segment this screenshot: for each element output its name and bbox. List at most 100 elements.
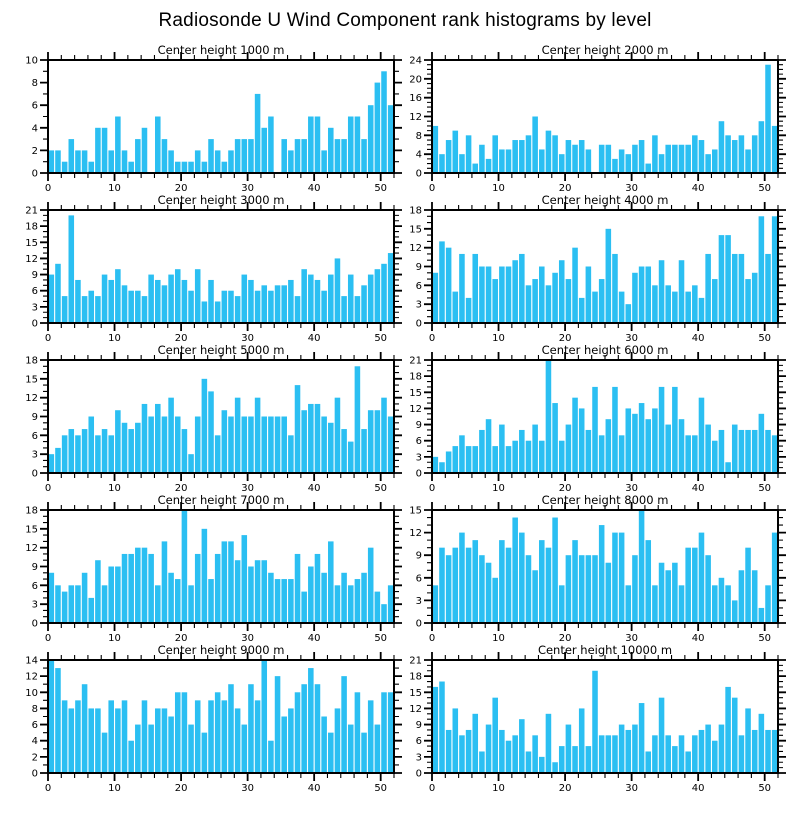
- histogram-bar: [274, 416, 281, 473]
- histogram-bar: [731, 424, 738, 473]
- y-tick-label: 6: [32, 286, 38, 297]
- histogram-bar: [758, 713, 765, 773]
- histogram-bar: [294, 692, 301, 773]
- histogram-bars: [432, 64, 778, 174]
- x-tick-label: 30: [241, 333, 254, 342]
- y-tick-label: 10: [25, 688, 38, 699]
- histogram-bar: [208, 139, 214, 173]
- histogram-bar: [632, 555, 638, 623]
- histogram-bar: [101, 732, 108, 773]
- x-tick-label: 40: [308, 333, 321, 342]
- histogram-bar: [692, 435, 698, 473]
- histogram-bar: [452, 130, 459, 174]
- histogram-bar: [505, 149, 512, 173]
- histogram-bar: [121, 422, 128, 473]
- x-tick-label: 30: [625, 333, 638, 342]
- y-axis-labels: 0 3 6 9 12 15 18: [25, 506, 38, 630]
- minor-ticks: [43, 505, 399, 628]
- histogram-bar: [254, 700, 261, 773]
- histogram-bar: [214, 435, 221, 473]
- subplot-title: Center height 9000 m: [158, 643, 285, 657]
- histogram-bar: [632, 144, 638, 173]
- y-tick-label: 15: [25, 524, 38, 535]
- histogram-bar: [228, 290, 234, 323]
- histogram-bar: [174, 161, 181, 173]
- x-axis-labels: 0 10 20 30 40 50: [45, 633, 387, 642]
- histogram-bar: [268, 572, 274, 623]
- histogram-bar: [432, 686, 439, 773]
- histogram-bar: [155, 279, 161, 323]
- histogram-bar: [141, 296, 148, 323]
- histogram-bar: [148, 274, 154, 323]
- histogram-bar: [248, 139, 254, 173]
- histogram-bar: [672, 562, 678, 623]
- histogram-bar: [308, 668, 314, 773]
- histogram-bar: [465, 135, 472, 173]
- histogram-bar: [765, 729, 771, 773]
- x-tick-label: 10: [492, 183, 505, 192]
- histogram-bar: [745, 149, 751, 173]
- histogram-bar: [738, 429, 745, 473]
- histogram-bar: [241, 724, 248, 773]
- histogram-bar: [565, 724, 572, 773]
- histogram-bar: [479, 266, 485, 323]
- histogram-bar: [174, 416, 181, 473]
- subplot-title: Center height 1000 m: [158, 43, 285, 57]
- histogram-bar: [725, 686, 731, 773]
- histogram-bar: [328, 732, 334, 773]
- histogram-bar: [121, 700, 128, 773]
- histogram-bar: [745, 429, 751, 473]
- histogram-bar: [565, 555, 572, 623]
- histogram-bar: [492, 577, 498, 623]
- chart-svg-4000m: Center height 4000 m 0 3 6 9 12 15 18 0 10 20 30 40 5…: [409, 193, 786, 342]
- histogram-bar: [751, 570, 758, 623]
- histogram-bar: [128, 161, 134, 173]
- histogram-bar: [248, 684, 254, 773]
- histogram-bar: [459, 253, 465, 323]
- histogram-bar: [718, 577, 725, 623]
- histogram-bar: [248, 279, 254, 323]
- histogram-bar: [314, 553, 321, 623]
- histogram-bar: [168, 274, 174, 323]
- histogram-bars: [432, 670, 778, 773]
- chart-panel-3000m: Center height 3000 m 0 3 6 9 12 15 18 21 0 10 20 30 4…: [2, 192, 402, 342]
- histogram-bar: [765, 429, 771, 473]
- y-tick-label: 0: [416, 469, 422, 480]
- histogram-bar: [445, 140, 452, 173]
- x-tick-label: 10: [108, 483, 121, 492]
- histogram-bar: [731, 600, 738, 623]
- histogram-bar: [181, 429, 188, 473]
- y-tick-label: 24: [409, 56, 422, 67]
- y-tick-label: 0: [416, 769, 422, 780]
- histogram-bar: [48, 660, 55, 773]
- x-tick-label: 30: [625, 783, 638, 792]
- histogram-bar: [592, 670, 598, 773]
- chart-panel-10000m: Center height 10000 m 0 3 6 9 12 15 18 21 0 10 20 30…: [386, 642, 786, 792]
- y-tick-label: 21: [25, 206, 38, 217]
- y-tick-label: 9: [32, 412, 38, 423]
- histogram-bar: [148, 416, 154, 473]
- y-tick-label: 12: [25, 543, 38, 554]
- histogram-bar: [347, 724, 354, 773]
- histogram-bar: [705, 154, 711, 173]
- y-axis-labels: 0 3 6 9 12 15 18: [25, 356, 38, 480]
- histogram-bar: [248, 566, 254, 623]
- histogram-bar: [201, 301, 208, 323]
- histogram-bar: [61, 591, 68, 623]
- histogram-bar: [758, 216, 765, 323]
- histogram-bar: [645, 266, 652, 323]
- histogram-bar: [618, 532, 625, 623]
- histogram-bar: [301, 591, 307, 623]
- x-tick-label: 50: [758, 783, 771, 792]
- x-tick-label: 40: [308, 783, 321, 792]
- histogram-bar: [459, 735, 465, 773]
- histogram-bar: [115, 269, 121, 323]
- histogram-bar: [472, 163, 479, 173]
- histogram-bar: [228, 416, 234, 473]
- histogram-bar: [194, 416, 201, 473]
- histogram-bar: [115, 566, 121, 623]
- subplot-title: Center height 5000 m: [158, 343, 285, 357]
- histogram-bar: [685, 144, 691, 173]
- histogram-bar: [479, 751, 485, 773]
- histogram-bar: [525, 440, 532, 473]
